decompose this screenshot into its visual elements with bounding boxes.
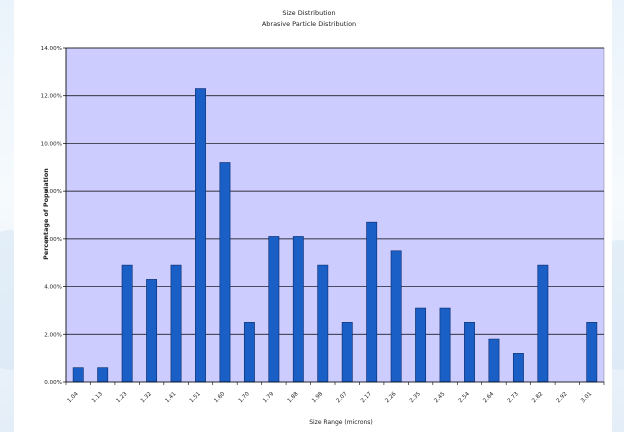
bar <box>341 322 353 383</box>
bar <box>586 322 598 383</box>
x-tick-label: 2.45 <box>433 391 446 404</box>
x-tick-label: 1.60 <box>213 391 226 404</box>
bar <box>439 307 451 383</box>
x-tick-label: 2.73 <box>507 391 520 404</box>
x-tick-label: 1.79 <box>262 391 275 404</box>
x-tick-label: 1.13 <box>91 391 104 404</box>
bar <box>268 236 280 383</box>
y-tick-label: 6.00% <box>44 237 62 243</box>
y-tick-label: 4.00% <box>44 285 62 291</box>
bar <box>121 264 133 383</box>
x-tick-label: 1.98 <box>311 391 324 404</box>
x-tick-label: 2.17 <box>360 391 373 404</box>
x-tick-label: 2.07 <box>336 391 349 404</box>
bar <box>512 353 524 383</box>
bar <box>415 307 427 383</box>
x-tick-label: 2.92 <box>556 391 569 404</box>
bar <box>195 88 206 383</box>
y-tick-label: 0.00% <box>44 380 62 386</box>
chart-title: Size Distribution <box>282 9 335 17</box>
bar <box>72 367 84 383</box>
y-axis-label: Percentage of Population <box>42 168 50 260</box>
bar <box>537 264 549 383</box>
x-tick-label: 2.26 <box>384 391 397 404</box>
bar <box>464 322 475 383</box>
x-tick-label: 2.64 <box>482 391 495 404</box>
x-tick-label: 2.54 <box>458 391 471 404</box>
grid-lines <box>66 47 604 335</box>
x-tick-label: 1.41 <box>164 391 177 404</box>
bar <box>219 162 231 383</box>
x-axis-label: Size Range (microns) <box>309 419 373 426</box>
x-tick-label: 1.32 <box>140 391 153 404</box>
x-tick-label: 3.01 <box>580 391 593 404</box>
y-tick-label: 12.00% <box>41 94 62 100</box>
bar <box>170 264 182 383</box>
x-axis-ticks: 1.04 1.13 1.23 1.32 1.41 1.51 1.60 1.70 1.79 1.88… <box>65 382 605 404</box>
x-tick-label: 1.23 <box>115 391 128 404</box>
bar <box>317 264 329 383</box>
chart-subtitle: Abrasive Particle Distribution <box>262 20 356 28</box>
y-tick-label: 10.00% <box>41 141 62 147</box>
bar <box>390 250 402 383</box>
x-tick-label: 1.51 <box>189 391 202 404</box>
bar <box>146 279 158 383</box>
x-tick-label: 2.82 <box>531 391 544 404</box>
chart-frame: Size Distribution Abrasive Particle Dist… <box>14 0 612 432</box>
y-tick-label: 2.00% <box>44 332 62 338</box>
x-tick-label: 1.04 <box>67 391 80 404</box>
bar <box>97 367 109 383</box>
bars <box>72 88 598 383</box>
x-tick-label: 1.70 <box>238 391 251 404</box>
bar <box>243 322 255 383</box>
size-distribution-chart: Size Distribution Abrasive Particle Dist… <box>41 9 605 426</box>
x-tick-label: 2.35 <box>409 391 422 404</box>
bar <box>292 236 304 383</box>
bar <box>488 338 500 383</box>
y-axis-ticks: 0.00% 2.00% 4.00% 6.00% 8.00% 10.00% 12.00% 14.… <box>41 46 66 386</box>
bar <box>366 221 378 383</box>
x-tick-label: 1.88 <box>287 391 300 404</box>
y-tick-label: 8.00% <box>44 189 62 195</box>
y-tick-label: 14.00% <box>41 46 62 52</box>
